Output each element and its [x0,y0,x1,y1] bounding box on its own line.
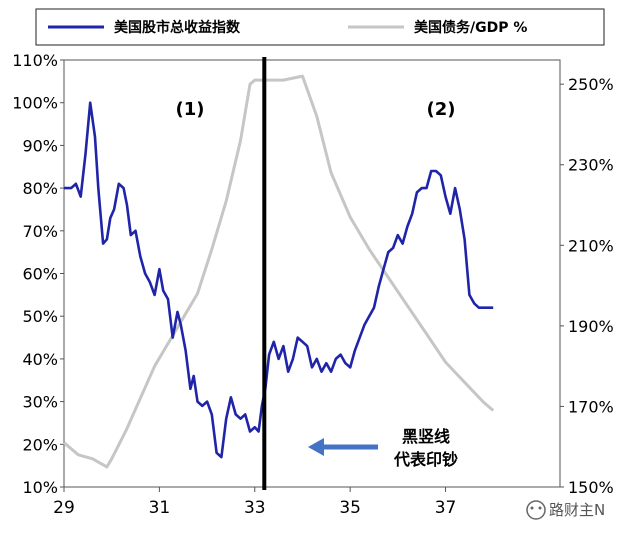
x-tick-label: 37 [435,498,457,518]
plot-area [63,59,561,488]
wechat-eye-icon [538,506,542,510]
legend-label-debt: 美国债务/GDP % [414,19,527,36]
left-tick-label: 70% [22,222,58,241]
right-tick-label: 190% [568,317,614,336]
series-layer [63,74,495,469]
x-tick-label: 31 [149,498,171,518]
wechat-logo-icon [526,500,546,520]
left-tick-label: 90% [22,136,58,155]
legend-box [35,8,605,46]
annotation-line-1: 黑竖线 [402,427,450,446]
left-tick-label: 50% [22,307,58,326]
x-tick-label: 35 [339,498,361,518]
x-tick-label: 33 [244,498,266,518]
left-tick-label: 30% [22,393,58,412]
right-tick-label: 210% [568,236,614,255]
series-line-stock-index [64,101,494,459]
right-tick-label: 250% [568,75,614,94]
series-line-debt-gdp [63,74,495,469]
wechat-eye-icon [530,506,534,510]
left-tick-label: 110% [12,51,58,70]
legend: 美国股市总收益指数 美国债务/GDP % [35,8,605,46]
annotation: 黑竖线 代表印钞 [308,427,458,469]
left-tick-label: 60% [22,265,58,284]
x-tick-label: 29 [53,498,75,518]
legend-label-stock: 美国股市总收益指数 [114,19,241,36]
annotation-line-2: 代表印钞 [393,450,458,469]
region-label-1: (1) [176,99,205,120]
right-tick-label: 150% [568,478,614,497]
left-tick-label: 80% [22,179,58,198]
watermark-text: 路财主N [549,501,605,519]
left-tick-label: 10% [22,478,58,497]
x-axis: 29 31 33 35 37 [53,487,456,518]
left-tick-label: 20% [22,435,58,454]
region-label-2: (2) [427,99,456,120]
left-tick-label: 40% [22,350,58,369]
right-tick-label: 230% [568,156,614,175]
annotation-arrow-head [308,438,324,456]
right-axis: 150% 170% 190% 210% 230% 250% [560,75,614,497]
left-tick-label: 100% [12,94,58,113]
left-axis: 10% 20% 30% 40% 50% 60% 70% 80% 90% 100% 110% [12,51,64,497]
right-tick-label: 170% [568,397,614,416]
watermark: 路财主N [526,500,605,520]
